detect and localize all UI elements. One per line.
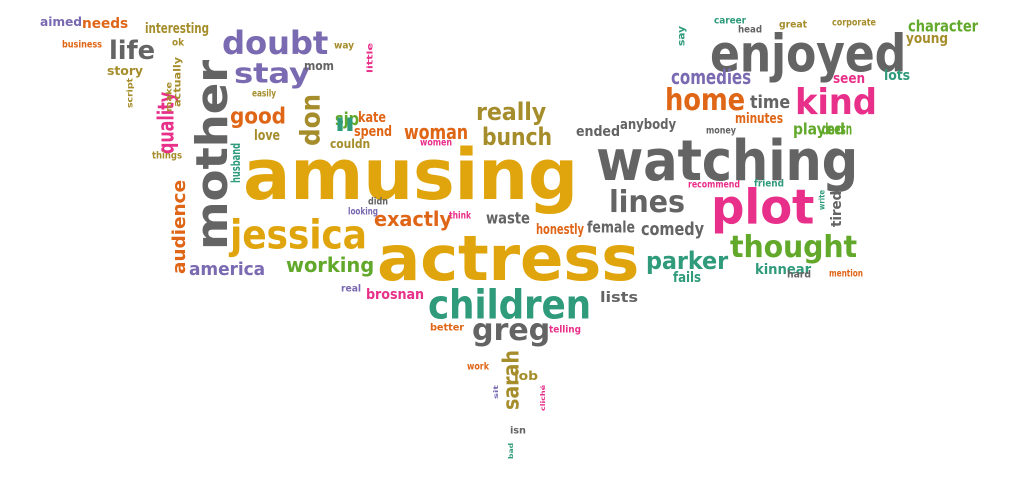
word-time: time [750, 91, 791, 113]
word-seen: seen [833, 69, 866, 87]
word-easily: easily [252, 87, 276, 99]
word-hard: hard [787, 268, 811, 280]
word-things: things [152, 149, 182, 161]
word-america: america [189, 258, 266, 280]
word-ok: ok [172, 36, 185, 48]
word-career: career [714, 14, 747, 26]
word-parker: parker [646, 246, 729, 275]
word-life: life [109, 34, 155, 66]
word-tired: tired [827, 190, 845, 227]
word-played: played [793, 119, 845, 139]
word-mom: mom [304, 58, 334, 73]
word-think: think [449, 209, 472, 221]
word-lines: lines [609, 184, 685, 220]
word-kinnear: kinnear [755, 260, 812, 278]
word-home: home [665, 82, 745, 118]
word-corporate: corporate [832, 16, 876, 28]
word-waste: waste [486, 208, 530, 228]
word-character: character [908, 16, 979, 36]
word-real: real [341, 282, 361, 294]
word-doubt: doubt [222, 24, 329, 62]
word-brosnan: brosnan [366, 285, 425, 303]
word-good: good [230, 103, 286, 129]
word-looking: looking [348, 205, 378, 217]
word-lists: lists [600, 288, 638, 306]
word-doesn: doesn [822, 119, 853, 139]
word-friend: friend [754, 177, 784, 189]
word-anybody: anybody [620, 115, 677, 133]
word-stay: stay [234, 56, 310, 90]
word-script: script [125, 78, 135, 108]
word-watching: watching [596, 127, 859, 194]
word-children: children [428, 281, 591, 329]
word-comedy: comedy [641, 218, 704, 240]
word-ended: ended [576, 122, 620, 140]
word-woman: woman [404, 120, 469, 144]
word-exactly: exactly [374, 207, 452, 231]
word-thought: thought [730, 229, 857, 265]
word-business: business [62, 38, 102, 50]
word-better: better [430, 321, 465, 333]
word-actress: actress [377, 222, 640, 295]
word-telling: telling [549, 323, 581, 335]
word-clich-: cliché [539, 384, 547, 411]
word-write: write [817, 189, 827, 210]
word-don: don [294, 94, 327, 146]
word-husband: husband [228, 142, 243, 183]
word-greg: greg [472, 312, 551, 348]
word-bad: bad [507, 442, 515, 459]
word-minutes: minutes [735, 109, 783, 127]
word-mother: mother [186, 59, 238, 251]
word-female: female [587, 217, 636, 237]
word-comedies: comedies [671, 65, 752, 89]
word-really: really [476, 97, 547, 126]
word-working: working [286, 253, 375, 277]
word-bunch: bunch [482, 122, 552, 151]
word-kind: kind [795, 80, 877, 123]
word-didn: didn [368, 195, 388, 207]
word-work: work [467, 360, 489, 372]
word-story: story [107, 63, 144, 78]
word-way: way [334, 39, 355, 51]
word-great: great [779, 18, 807, 30]
word-spend: spend [354, 122, 393, 140]
word-aimed: aimed [40, 14, 82, 29]
word-say: say [675, 26, 687, 46]
word-sjp: sjp [335, 108, 359, 130]
word-make: make [164, 81, 174, 112]
word-audience: audience [168, 180, 190, 274]
word-recommend: recommend [688, 178, 740, 190]
word-money: money [706, 124, 736, 136]
word-love: love [254, 126, 280, 144]
word-honestly: honestly [536, 220, 584, 238]
word-sit: sit [492, 384, 500, 399]
word-women: women [420, 136, 452, 148]
word-amusing: amusing [243, 133, 578, 216]
word-young: young [906, 29, 949, 47]
word-interesting: interesting [145, 19, 210, 37]
word-jessica: jessica [230, 211, 367, 259]
word-mention: mention [829, 267, 863, 279]
word-fails: fails [673, 268, 701, 286]
word-lots: lots [884, 66, 911, 84]
word-plot: plot [711, 178, 815, 235]
word-enjoyed: enjoyed [710, 23, 907, 85]
word-isn: isn [510, 424, 526, 436]
word-couldn: couldn [330, 136, 371, 151]
word-ll: ll [335, 114, 355, 136]
word-kate: kate [358, 108, 386, 126]
word-head: head [738, 23, 763, 35]
word-little: little [365, 42, 375, 73]
word-needs: needs [82, 14, 129, 32]
word-job: job [514, 368, 539, 383]
